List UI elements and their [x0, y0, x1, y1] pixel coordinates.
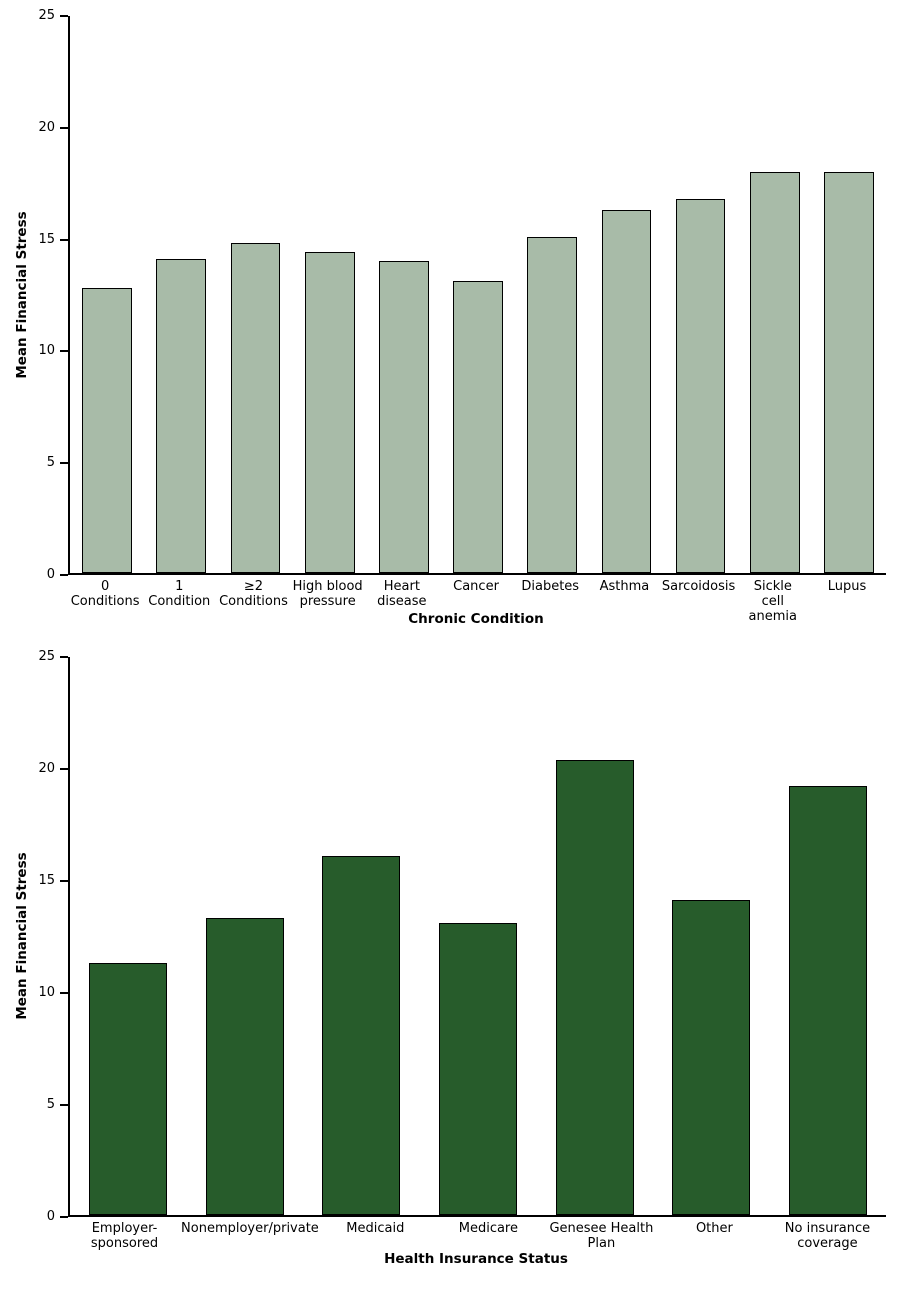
bar-high-blood-pressure: [304, 252, 355, 573]
bar-medicaid: [322, 855, 401, 1215]
y-tick-mark: [60, 574, 68, 576]
y-tick-label: 25: [38, 8, 55, 23]
bar-series: [70, 16, 886, 573]
bar-slot: [441, 16, 515, 573]
bar-genesee-health-plan: [555, 759, 634, 1215]
y-tick-mark: [60, 1104, 68, 1106]
bar-slot: [367, 16, 441, 573]
category-label: Nonemployer/private: [181, 1221, 319, 1236]
y-tick-mark: [60, 15, 68, 17]
y-tick-label: 0: [46, 1209, 55, 1224]
y-tick-label: 15: [38, 873, 55, 888]
y-tick-mark: [60, 238, 68, 241]
category-label: Diabetes: [521, 579, 580, 594]
y-tick-mark: [60, 1216, 68, 1218]
category-label: Medicaid: [346, 1221, 405, 1236]
y-tick-mark: [60, 880, 68, 882]
category-label: Asthma: [599, 579, 650, 594]
y-tick-mark: [60, 992, 68, 994]
category-label: No insurance coverage: [784, 1221, 871, 1251]
y-tick-label: 20: [38, 761, 55, 776]
y-tick-label: 0: [46, 567, 55, 582]
y-tick-label: 20: [38, 119, 55, 135]
y-tick-label: 10: [38, 985, 55, 1000]
category-label: Heart disease: [377, 579, 427, 609]
category-label: Employer- sponsored: [90, 1221, 159, 1251]
bar-series: [70, 657, 886, 1215]
category-label: 1 Condition: [148, 579, 211, 609]
category-label: Lupus: [827, 579, 867, 594]
bar-nonemployer/private: [205, 918, 284, 1215]
bar-slot: [144, 16, 218, 573]
x-category-labels: 0 Conditions 1 Condition ≥2 Conditions High…: [68, 579, 884, 624]
bar-medicare: [438, 922, 518, 1215]
x-category-labels: Employer- sponsored Nonemployer/private Me…: [68, 1221, 884, 1251]
x-axis-label: Health Insurance Status: [384, 1251, 568, 1267]
bar-≥2-conditions: [230, 243, 281, 573]
bar-slot: [738, 16, 812, 573]
bar-slot: [218, 16, 292, 573]
y-tick-mark: [60, 462, 68, 465]
y-tick-mark: [60, 768, 68, 770]
bar-cancer: [453, 281, 503, 573]
bar-sarcoidosis: [675, 198, 726, 573]
y-tick-label: 5: [46, 455, 55, 471]
category-label: Other: [695, 1221, 733, 1236]
category-label: High blood pressure: [292, 579, 363, 609]
y-tick-label: 10: [38, 343, 55, 359]
category-label: 0 Conditions: [70, 579, 140, 609]
y-tick-mark: [60, 350, 68, 353]
bar-diabetes: [527, 236, 578, 573]
category-label: Cancer: [453, 579, 499, 594]
plot-area: 0 5 10 15 20 25: [38, 8, 886, 582]
bar-sickle-cell-anemia: [749, 171, 800, 573]
bar-slot: [420, 657, 537, 1215]
bar-slot: [70, 16, 144, 573]
x-axis-label: Chronic Condition: [408, 611, 544, 627]
category-label: ≥2 Conditions: [219, 579, 288, 609]
bar-slot: [536, 657, 653, 1215]
bar-slot: [70, 657, 187, 1215]
bar-slot: [653, 657, 770, 1215]
bar-slot: [293, 16, 367, 573]
bar-slot: [769, 657, 886, 1215]
category-label: Medicare: [458, 1221, 518, 1236]
bar-slot: [589, 16, 663, 573]
bar-slot: [664, 16, 738, 573]
bar-1-condition: [156, 258, 207, 573]
bar-lupus: [824, 171, 874, 573]
financial-stress-by-insurance-status-chart: Mean Financial Stress 0 5 10 15 20 25 Employe…: [0, 645, 900, 1291]
financial-stress-by-chronic-condition-chart: Mean Financial Stress 0 5 10 15 20 25 0 Condi…: [0, 0, 900, 645]
bar-employer--sponsored: [89, 962, 168, 1215]
category-label: Sarcoidosis: [661, 579, 736, 594]
y-tick-mark: [60, 656, 68, 658]
bar-asthma: [601, 209, 652, 573]
bar-slot: [303, 657, 420, 1215]
bar-slot: [187, 657, 304, 1215]
bar-slot: [812, 16, 886, 573]
bar-slot: [515, 16, 589, 573]
bar-heart-disease: [378, 261, 429, 573]
category-label: Sickle cell anemia: [748, 579, 797, 624]
bar-no-insurance-coverage: [788, 786, 867, 1215]
bar-other: [672, 900, 751, 1215]
y-tick-label: 25: [38, 649, 55, 664]
y-tick-label: 5: [46, 1097, 55, 1112]
y-tick-mark: [60, 126, 68, 129]
bar-0-conditions: [82, 287, 132, 573]
y-tick-label: 15: [38, 231, 55, 247]
category-label: Genesee Health Plan: [549, 1221, 654, 1251]
plot-area: 0 5 10 15 20 25: [38, 649, 886, 1224]
